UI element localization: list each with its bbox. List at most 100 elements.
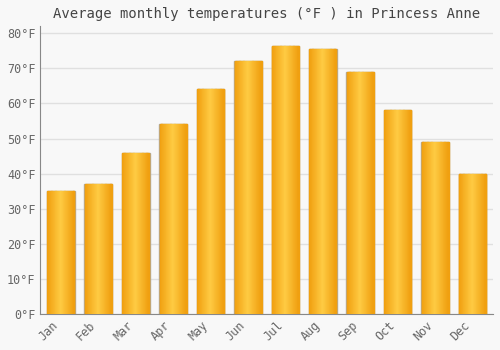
Bar [94, 184, 95, 314]
Bar [316, 49, 317, 314]
Bar [63, 191, 64, 314]
Bar [131, 153, 132, 314]
Bar [171, 125, 172, 314]
Bar [444, 142, 445, 314]
Bar [129, 153, 130, 314]
Bar [223, 89, 224, 314]
Bar [47, 191, 74, 314]
Bar [320, 49, 321, 314]
Bar [94, 184, 95, 314]
Bar [272, 46, 299, 314]
Bar [473, 174, 474, 314]
Bar [67, 191, 68, 314]
Bar [445, 142, 446, 314]
Bar [335, 49, 336, 314]
Bar [430, 142, 431, 314]
Bar [258, 61, 260, 314]
Bar [369, 72, 370, 314]
Bar [310, 49, 311, 314]
Bar [219, 89, 220, 314]
Bar [468, 174, 469, 314]
Bar [222, 89, 223, 314]
Bar [200, 89, 201, 314]
Bar [72, 191, 73, 314]
Bar [173, 125, 174, 314]
Bar [61, 191, 62, 314]
Bar [291, 46, 292, 314]
Bar [359, 72, 360, 314]
Bar [439, 142, 440, 314]
Bar [388, 111, 389, 314]
Bar [356, 72, 357, 314]
Bar [259, 61, 260, 314]
Bar [472, 174, 473, 314]
Bar [470, 174, 471, 314]
Bar [248, 61, 249, 314]
Bar [395, 111, 396, 314]
Bar [274, 46, 275, 314]
Bar [87, 184, 88, 314]
Bar [141, 153, 142, 314]
Bar [284, 46, 285, 314]
Bar [426, 142, 427, 314]
Bar [292, 46, 293, 314]
Bar [277, 46, 278, 314]
Bar [367, 72, 368, 314]
Bar [446, 142, 448, 314]
Bar [176, 125, 177, 314]
Bar [109, 184, 110, 314]
Bar [293, 46, 294, 314]
Bar [125, 153, 126, 314]
Bar [348, 72, 349, 314]
Bar [252, 61, 253, 314]
Bar [235, 61, 236, 314]
Bar [103, 184, 104, 314]
Bar [110, 184, 111, 314]
Bar [404, 111, 405, 314]
Bar [326, 49, 327, 314]
Bar [431, 142, 432, 314]
Bar [99, 184, 100, 314]
Bar [394, 111, 395, 314]
Bar [403, 111, 404, 314]
Bar [427, 142, 428, 314]
Bar [206, 89, 207, 314]
Bar [408, 111, 409, 314]
Bar [428, 142, 429, 314]
Bar [285, 46, 286, 314]
Bar [214, 89, 215, 314]
Bar [54, 191, 55, 314]
Bar [172, 125, 173, 314]
Bar [407, 111, 408, 314]
Bar [65, 191, 66, 314]
Bar [280, 46, 281, 314]
Bar [222, 89, 223, 314]
Bar [331, 49, 332, 314]
Bar [179, 125, 180, 314]
Bar [324, 49, 325, 314]
Bar [440, 142, 441, 314]
Bar [107, 184, 108, 314]
Bar [66, 191, 67, 314]
Bar [433, 142, 434, 314]
Bar [366, 72, 367, 314]
Bar [62, 191, 63, 314]
Bar [258, 61, 259, 314]
Bar [62, 191, 63, 314]
Bar [460, 174, 461, 314]
Bar [146, 153, 147, 314]
Bar [184, 125, 185, 314]
Bar [160, 125, 161, 314]
Bar [332, 49, 333, 314]
Bar [278, 46, 279, 314]
Bar [313, 49, 314, 314]
Bar [238, 61, 239, 314]
Bar [485, 174, 486, 314]
Bar [209, 89, 210, 314]
Bar [464, 174, 465, 314]
Bar [372, 72, 373, 314]
Bar [145, 153, 146, 314]
Bar [322, 49, 323, 314]
Bar [327, 49, 328, 314]
Bar [99, 184, 100, 314]
